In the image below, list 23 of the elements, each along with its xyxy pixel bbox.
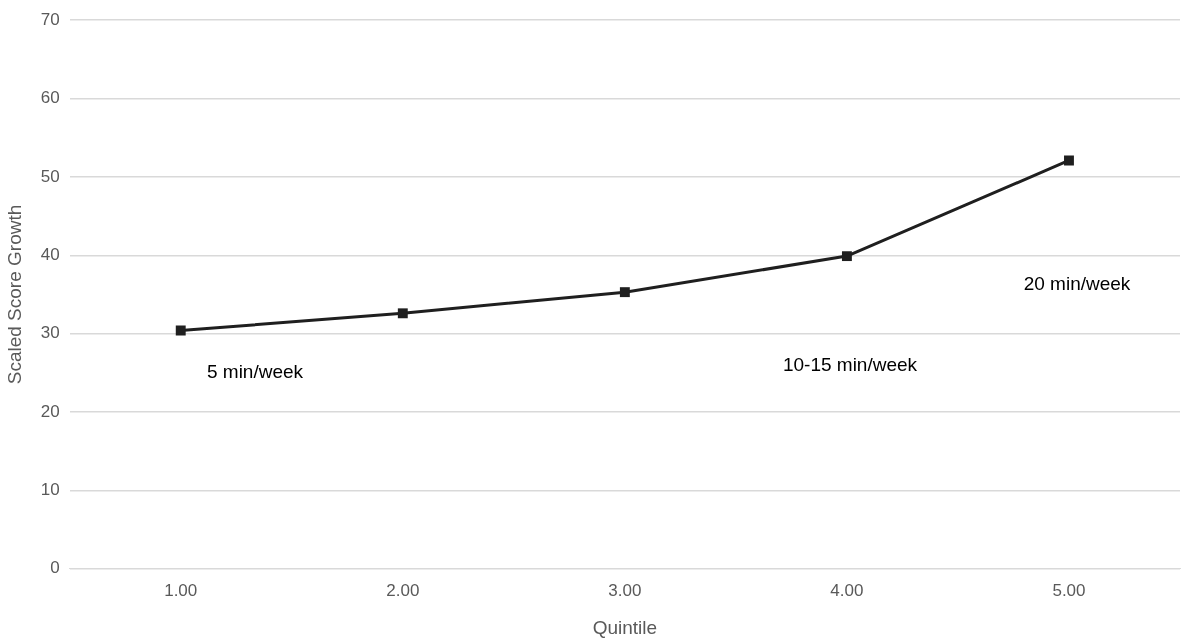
y-tick-label: 50 [40,166,60,186]
y-tick-label: 0 [50,558,60,578]
y-tick-label: 40 [40,245,60,264]
point [619,287,630,298]
x-tick-label: 2.00 [386,580,420,600]
annotation: 5 min/week [206,361,304,383]
point [397,308,408,319]
x-tick-label: 5.00 [1052,580,1086,600]
x-tick-label: 1.00 [164,580,198,600]
y-tick-label: 70 [40,9,60,29]
point [841,251,852,262]
y-tick-label: 10 [40,480,60,500]
x-tick-label: 3.00 [608,580,642,600]
point [1064,155,1074,166]
y-tick-label: 60 [40,88,60,108]
y-tick-label: 20 [40,401,60,421]
annotation: 10-15 min/week [782,354,918,376]
x-axis-title: Quintile [592,616,658,638]
x-tick-label: 4.00 [830,580,864,600]
y-tick-label: 30 [40,323,60,343]
y-axis-title: Scaled Score Growth [3,204,25,385]
point [175,325,186,336]
annotation: 20 min/week [1023,273,1131,295]
